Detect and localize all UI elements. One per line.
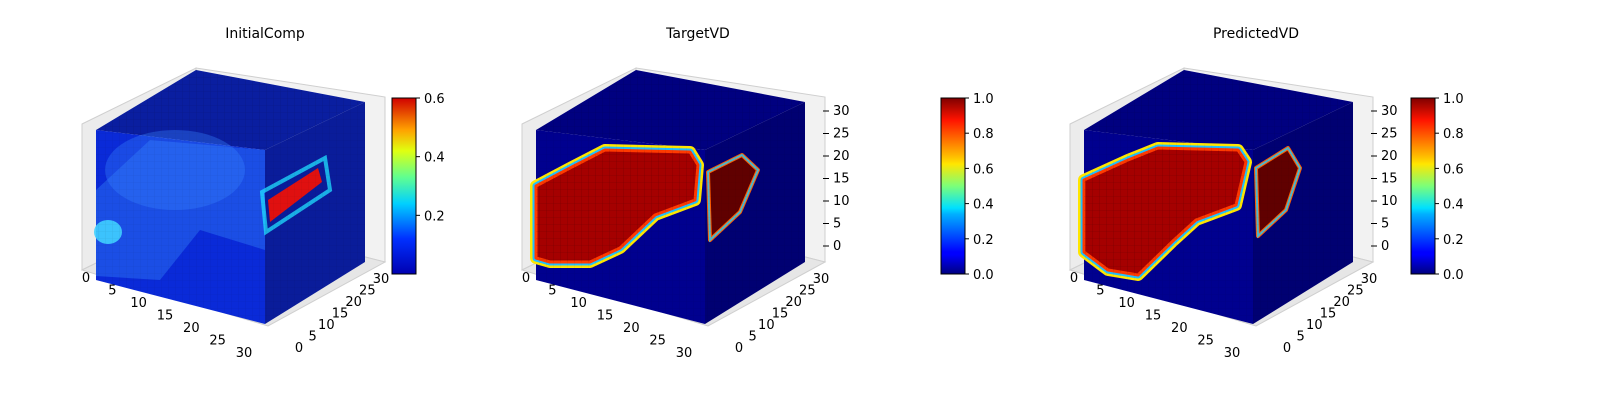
chart-title: PredictedVD [1213,26,1299,42]
y-tick-label: 25 [359,284,376,299]
cube-top-grid [536,70,805,150]
colorbar-tick-label: 0.2 [424,209,445,224]
colorbar [1410,97,1436,275]
chart-title: InitialComp [225,26,305,42]
colorbar-tick-label: 0.0 [973,268,994,283]
front-grid [96,130,265,324]
colorbar-tick-label: 0.6 [424,92,445,107]
z-tick-label: 10 [833,194,850,209]
x-tick-label: 10 [1118,296,1135,311]
x-tick-label: 30 [1224,346,1241,361]
y-tick-label: 20 [1333,295,1350,310]
z-tick-label: 30 [1381,104,1398,119]
y-tick-label: 5 [309,330,317,345]
front-grid [536,130,705,324]
x-tick-label: 25 [1197,334,1214,349]
x-tick-label: 20 [1171,321,1188,336]
colorbar-tick-label: 0.4 [424,151,445,166]
y-tick-label: 15 [332,307,349,322]
z-tick-label: 0 [833,239,841,254]
colorbar-tick-label: 0.8 [973,127,994,142]
y-tick-label: 20 [345,295,362,310]
y-tick-label: 30 [373,272,390,287]
z-tick-label: 20 [1381,149,1398,164]
x-tick-label: 5 [108,284,116,299]
x-tick-label: 0 [82,271,90,286]
z-tick-label: 5 [833,217,841,232]
x-tick-label: 30 [676,346,693,361]
side-grid [265,102,365,324]
y-tick-label: 15 [1320,307,1337,322]
x-tick-label: 0 [522,271,530,286]
colorbar-tick-label: 1.0 [1443,92,1464,107]
x-tick-label: 15 [1145,309,1162,324]
y-tick-label: 20 [785,295,802,310]
x-tick-label: 25 [649,334,666,349]
y-tick-label: 25 [799,284,816,299]
y-tick-label: 5 [1297,330,1305,345]
colorbar-tick-label: 0.0 [1443,268,1464,283]
x-tick-label: 5 [1096,284,1104,299]
y-tick-label: 0 [295,341,303,356]
colorbar-tick-label: 0.8 [1443,127,1464,142]
colorbar-tick-label: 0.4 [973,198,994,213]
z-tick-label: 20 [833,149,850,164]
x-tick-label: 30 [236,346,253,361]
x-tick-label: 10 [130,296,147,311]
z-tick-label: 0 [1381,239,1389,254]
x-tick-label: 20 [183,321,200,336]
x-tick-label: 15 [597,309,614,324]
y-tick-label: 30 [813,272,830,287]
colorbar-tick-label: 1.0 [973,92,994,107]
x-tick-label: 25 [209,334,226,349]
y-tick-label: 10 [758,318,775,333]
z-tick-label: 30 [833,104,850,119]
y-tick-label: 10 [318,318,335,333]
y-tick-label: 25 [1347,284,1364,299]
colorbar-tick-label: 0.6 [1443,162,1464,177]
z-tick-label: 25 [833,127,850,142]
side-grid [705,102,805,324]
cube-top-grid [1084,70,1353,150]
colorbar-tick-label: 0.2 [1443,233,1464,248]
y-tick-label: 10 [1306,318,1323,333]
colorbar-tick-label: 0.4 [1443,198,1464,213]
chart-title: TargetVD [665,26,730,42]
colorbar-tick-label: 0.6 [973,162,994,177]
x-tick-label: 15 [157,309,174,324]
y-tick-label: 30 [1361,272,1378,287]
y-tick-label: 15 [772,307,789,322]
z-tick-label: 25 [1381,127,1398,142]
x-tick-label: 0 [1070,271,1078,286]
z-tick-label: 5 [1381,217,1389,232]
colorbar [940,97,966,275]
side-grid [1253,102,1353,324]
x-tick-label: 10 [570,296,587,311]
y-tick-label: 0 [1283,341,1291,356]
z-tick-label: 10 [1381,194,1398,209]
y-tick-label: 5 [749,330,757,345]
cube-top-grid [96,70,365,150]
x-tick-label: 20 [623,321,640,336]
z-tick-label: 15 [833,172,850,187]
front-grid [1084,130,1253,324]
z-tick-label: 15 [1381,172,1398,187]
x-tick-label: 5 [548,284,556,299]
colorbar [391,97,417,275]
y-tick-label: 0 [735,341,743,356]
colorbar-tick-label: 0.2 [973,233,994,248]
